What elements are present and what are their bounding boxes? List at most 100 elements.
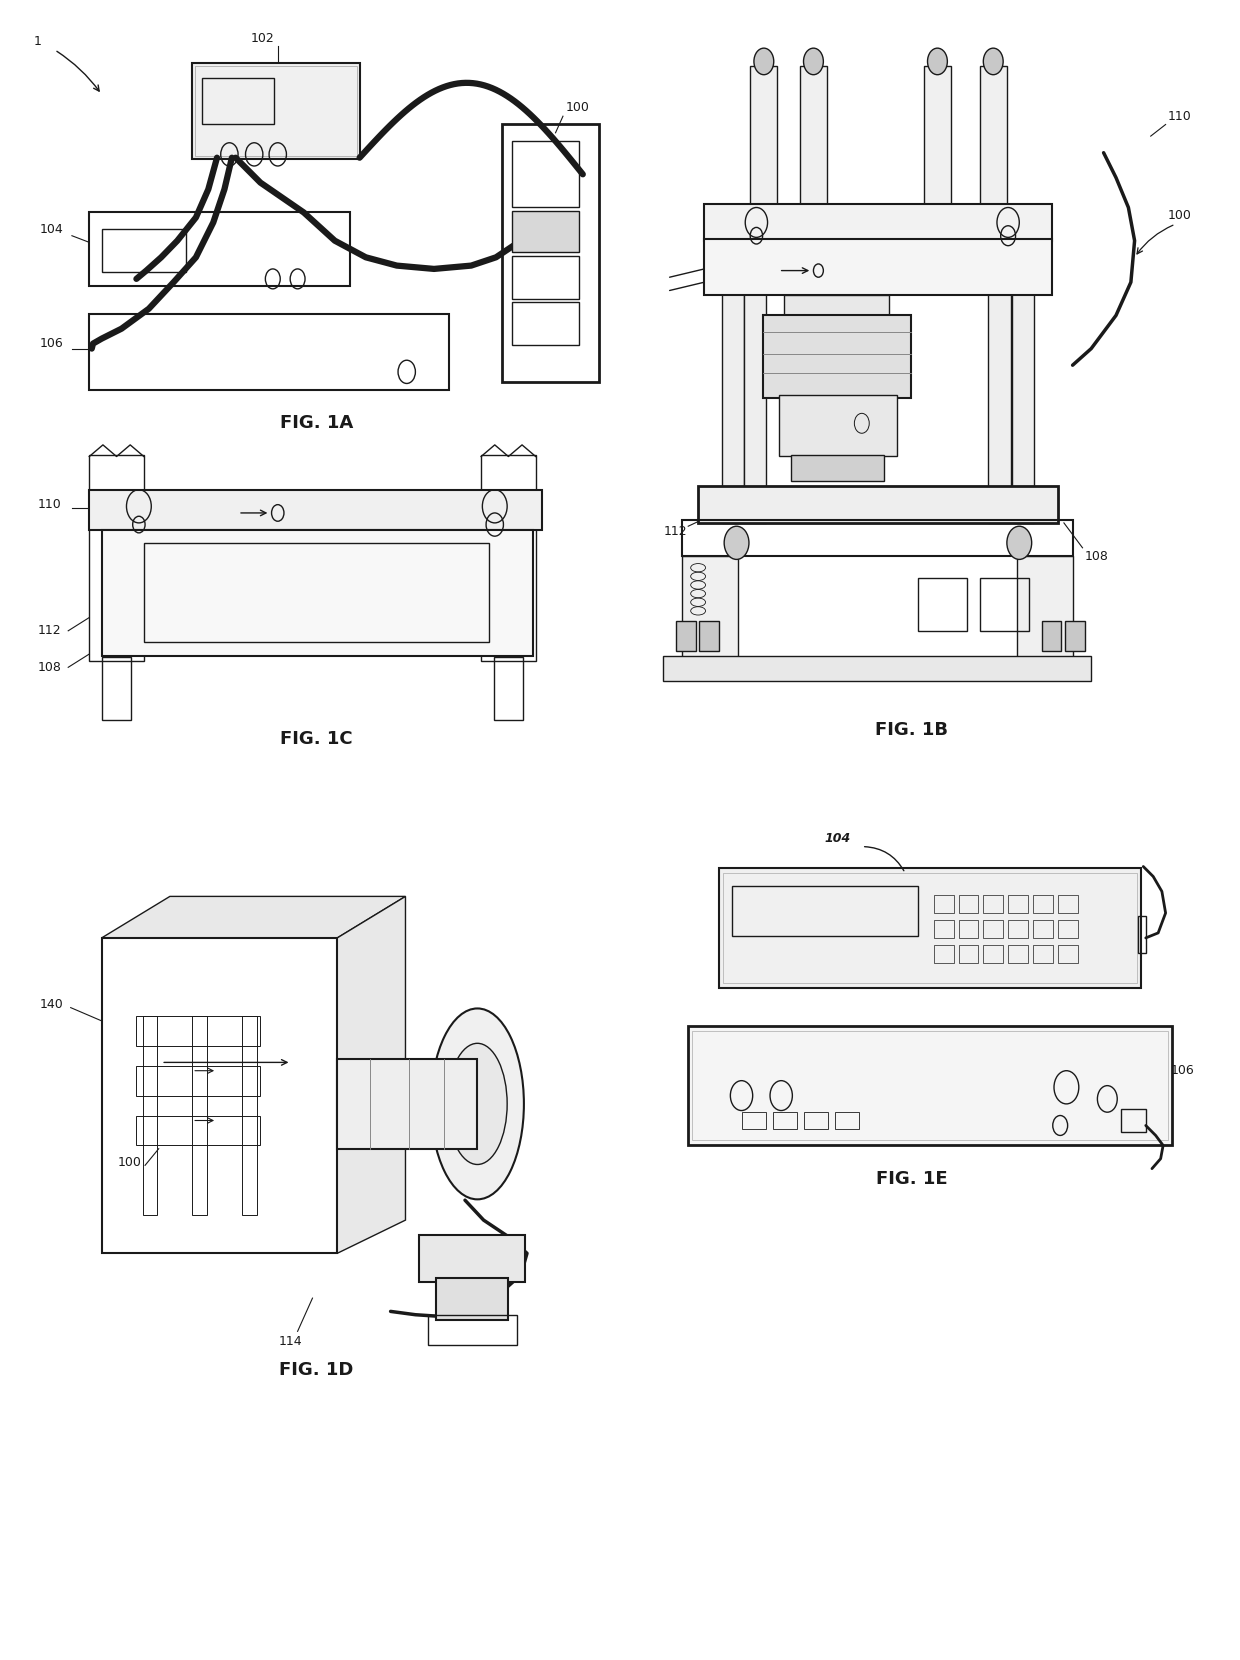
Bar — [682, 520, 1073, 556]
Bar — [1008, 895, 1028, 913]
Bar — [676, 621, 696, 651]
Circle shape — [724, 526, 749, 559]
Polygon shape — [1017, 556, 1073, 664]
Bar — [988, 241, 1011, 523]
Bar — [1121, 1109, 1146, 1132]
Text: FIG. 1D: FIG. 1D — [279, 1361, 353, 1378]
Bar — [742, 1112, 766, 1129]
Bar — [750, 66, 777, 216]
Text: 106: 106 — [1171, 1064, 1194, 1077]
Bar — [89, 314, 449, 390]
Bar — [732, 886, 918, 936]
Bar — [192, 63, 360, 159]
Bar — [136, 1066, 260, 1096]
Bar — [143, 1016, 157, 1215]
Text: 102: 102 — [250, 32, 274, 45]
Text: 112: 112 — [37, 624, 61, 637]
Bar — [1012, 241, 1034, 523]
Bar — [918, 578, 967, 631]
Text: 140: 140 — [40, 998, 63, 1011]
Bar — [1008, 945, 1028, 963]
Bar — [1033, 945, 1053, 963]
Bar — [704, 239, 1052, 295]
Bar — [1065, 621, 1085, 651]
Ellipse shape — [448, 1042, 507, 1165]
Bar — [713, 212, 1042, 229]
Bar — [192, 1016, 207, 1215]
Bar — [934, 920, 954, 938]
Bar — [436, 1278, 508, 1320]
Bar — [1058, 895, 1078, 913]
Bar — [1033, 895, 1053, 913]
Bar — [1042, 621, 1061, 651]
Circle shape — [1007, 526, 1032, 559]
Bar — [1033, 920, 1053, 938]
Bar — [959, 920, 978, 938]
Bar — [699, 621, 719, 651]
Text: FIG. 1A: FIG. 1A — [279, 415, 353, 432]
Bar — [779, 395, 897, 457]
Bar — [428, 1315, 517, 1345]
Bar — [663, 656, 1091, 681]
Bar — [983, 895, 1003, 913]
Text: 114: 114 — [279, 1335, 303, 1348]
Bar — [494, 657, 523, 720]
Text: 112: 112 — [663, 525, 687, 538]
Bar — [784, 295, 889, 324]
Polygon shape — [682, 556, 738, 664]
Bar — [704, 204, 1052, 241]
Bar — [773, 1112, 797, 1129]
Bar — [102, 938, 337, 1253]
Ellipse shape — [432, 1008, 525, 1199]
Bar — [1058, 945, 1078, 963]
Bar — [763, 315, 911, 398]
Bar — [722, 241, 744, 523]
Bar — [89, 212, 350, 286]
Text: 108: 108 — [37, 661, 61, 674]
Bar — [719, 868, 1141, 988]
Text: 100: 100 — [1168, 209, 1192, 222]
Bar — [1058, 920, 1078, 938]
Bar — [337, 1059, 477, 1149]
Bar — [512, 302, 579, 345]
Bar — [924, 66, 951, 216]
Text: FIG. 1B: FIG. 1B — [875, 722, 947, 739]
Bar — [102, 657, 131, 720]
Bar — [1138, 916, 1146, 953]
Polygon shape — [337, 896, 405, 1253]
Bar — [144, 543, 489, 642]
Bar — [136, 1016, 260, 1046]
Bar — [835, 1112, 859, 1129]
Bar — [102, 530, 533, 656]
Text: 100: 100 — [565, 101, 589, 115]
Bar — [481, 455, 536, 661]
Bar — [102, 229, 186, 272]
Bar — [502, 124, 599, 382]
Text: 104: 104 — [40, 222, 63, 236]
Bar — [512, 141, 579, 208]
Text: 1: 1 — [33, 35, 41, 48]
Bar — [959, 945, 978, 963]
Bar — [983, 945, 1003, 963]
Text: FIG. 1E: FIG. 1E — [875, 1170, 947, 1187]
Polygon shape — [102, 896, 405, 938]
Circle shape — [983, 48, 1003, 75]
Bar — [419, 1235, 525, 1282]
Circle shape — [928, 48, 947, 75]
Bar — [791, 455, 884, 481]
Bar — [934, 945, 954, 963]
Text: 104: 104 — [825, 832, 851, 845]
Bar — [804, 1112, 828, 1129]
Text: 106: 106 — [40, 337, 63, 350]
Text: 110: 110 — [37, 498, 61, 511]
Bar — [983, 920, 1003, 938]
Bar — [934, 895, 954, 913]
Text: 108: 108 — [1085, 549, 1109, 563]
Bar — [89, 455, 144, 661]
Bar — [800, 66, 827, 216]
Bar — [195, 66, 357, 156]
Text: FIG. 1C: FIG. 1C — [280, 730, 352, 747]
Circle shape — [804, 48, 823, 75]
Bar — [744, 241, 766, 523]
Bar — [1008, 920, 1028, 938]
